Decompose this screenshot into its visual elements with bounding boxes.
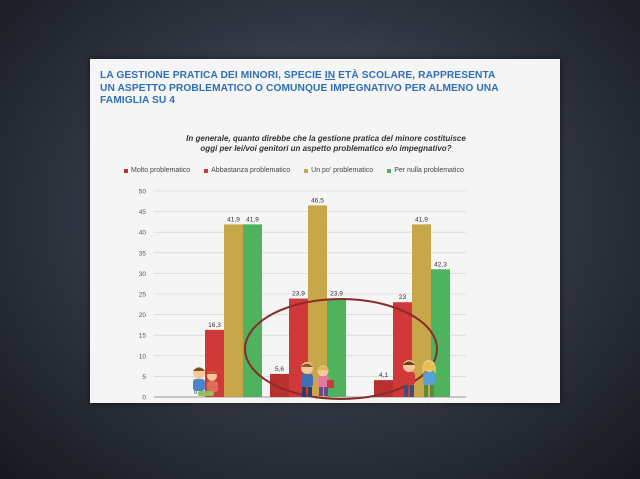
legend-item-abbastanza: Abbastanza problematico <box>204 167 290 174</box>
y-tick-label: 30 <box>139 271 147 278</box>
children-illustration-primary <box>301 362 334 397</box>
y-tick-label: 25 <box>139 292 147 299</box>
legend-swatch <box>124 168 128 173</box>
children-illustration-secondary <box>403 360 436 397</box>
category-label: GEN. PRESCOLARE <box>190 404 258 411</box>
legend-item-un-po: Un po' problematico <box>304 167 373 174</box>
category-label: GEN. SECONDARIE <box>379 404 445 411</box>
data-label: 23,9 <box>330 291 343 298</box>
annotation-ellipse <box>244 298 438 400</box>
data-label: 46,5 <box>311 197 324 204</box>
data-label: 23,9 <box>292 291 305 298</box>
legend-item-molto: Molto problematico <box>124 167 190 174</box>
chart-question: In generale, quanto direbbe che la gesti… <box>126 134 526 154</box>
slide: LA GESTIONE PRATICA DEI MINORI, SPECIE I… <box>90 59 560 411</box>
legend-swatch <box>387 168 392 173</box>
bar-per-nulla <box>327 298 346 397</box>
bar-per-nulla <box>431 269 450 397</box>
data-label: 23 <box>399 294 407 301</box>
bar-molto <box>270 373 289 397</box>
data-label: 4,1 <box>379 372 388 379</box>
question-line1: In generale, quanto direbbe che la gesti… <box>186 134 466 143</box>
slide-title: LA GESTIONE PRATICA DEI MINORI, SPECIE I… <box>100 70 552 108</box>
y-tick-label: 50 <box>139 189 147 196</box>
y-tick-label: 40 <box>139 230 147 237</box>
y-tick-label: 10 <box>139 353 147 360</box>
title-line2: UN ASPETTO PROBLEMATICO O COMUNQUE IMPEG… <box>100 82 499 94</box>
bar-chart: 0 5 10 15 20 25 30 35 40 45 50 0 16,3 41,9 41,9 GEN. PR… <box>139 189 466 411</box>
y-tick-label: 0 <box>142 395 146 402</box>
chart-legend: Molto problematico Abbastanza problemati… <box>124 167 554 174</box>
legend-label: Un po' problematico <box>311 167 374 174</box>
data-label: 41,9 <box>227 216 240 223</box>
bar-per-nulla <box>243 224 262 397</box>
bar-un-po <box>412 224 431 397</box>
y-tick-label: 20 <box>139 312 147 319</box>
legend-label: Per nulla problematico <box>394 167 464 174</box>
legend-swatch <box>204 168 209 173</box>
title-line1-underlined: IN <box>324 70 336 81</box>
children-illustration-preschool <box>193 367 218 396</box>
data-label: 0 <box>194 389 198 396</box>
legend-label: Molto problematico <box>131 167 191 174</box>
y-tick-label: 5 <box>142 374 146 381</box>
title-line3: FAMIGLIA SU 4 <box>100 95 176 106</box>
title-line1-b: ETÀ SCOLARE, RAPPRESENTA <box>335 70 496 81</box>
data-label: 41,9 <box>246 216 259 223</box>
data-label: 41,9 <box>415 216 428 223</box>
category-label: GEN. PRIMARIA <box>281 404 335 411</box>
y-tick-label: 45 <box>139 209 147 216</box>
y-tick-label: 35 <box>139 250 147 257</box>
data-label: 16,3 <box>208 322 221 329</box>
title-line1-a: LA GESTIONE PRATICA DEI MINORI, SPECIE <box>100 70 325 81</box>
legend-label: Abbastanza problematico <box>211 167 291 174</box>
y-tick-label: 15 <box>139 333 147 340</box>
data-label: 42,3 <box>434 261 447 268</box>
legend-item-per-nulla: Per nulla problematico <box>387 167 464 174</box>
question-line2: oggi per lei/voi genitori un aspetto pro… <box>200 144 452 153</box>
data-label: 5,6 <box>275 366 284 373</box>
bar-un-po <box>224 224 243 397</box>
legend-swatch <box>304 168 309 173</box>
